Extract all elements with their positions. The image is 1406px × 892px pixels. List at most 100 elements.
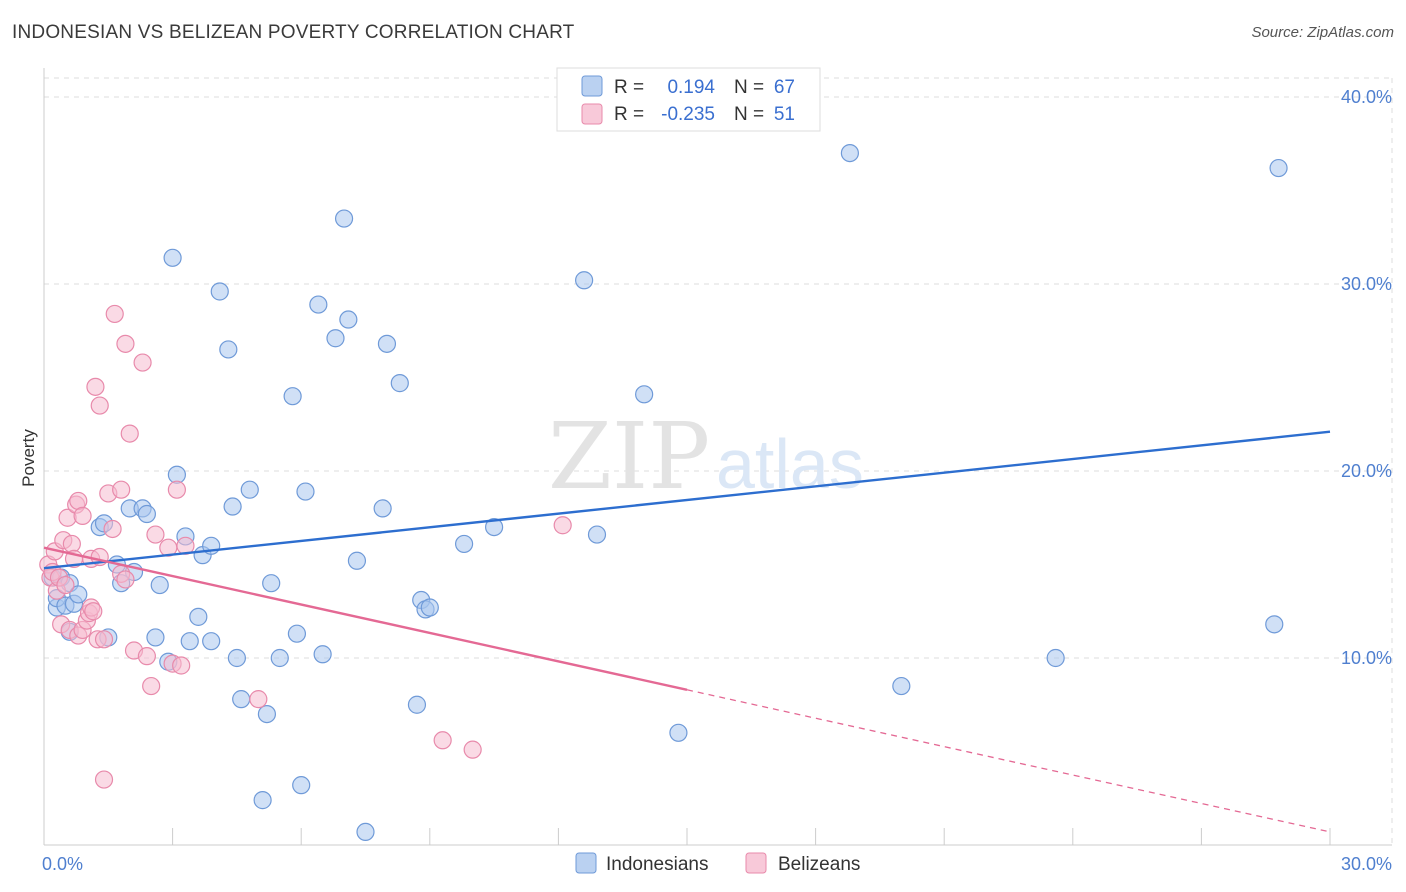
legend-swatch-indonesians [581,75,603,97]
data-point [73,506,92,525]
data-point [334,209,354,228]
data-point [69,491,88,511]
data-point [669,723,688,742]
data-point [90,396,109,415]
data-point [463,740,482,759]
data-point [313,645,332,664]
data-point [356,822,375,842]
data-point [553,516,572,535]
legend-r-value: 0.194 [667,77,715,98]
watermark-atlas: atlas [716,425,864,503]
y-tick-labels: 10.0% 20.0% 30.0% 40.0% [1341,87,1392,668]
data-point [232,690,251,709]
data-point [454,534,474,554]
data-point [575,271,594,290]
data-point [309,295,328,314]
data-point [433,731,452,750]
data-point [210,282,229,301]
data-point [283,387,302,406]
data-point [257,704,277,724]
legend-r-value: -0.235 [661,104,715,125]
legend-r-label: R = [614,77,644,98]
x-tick-label: 0.0% [42,854,83,874]
data-point [1269,158,1288,178]
data-point [635,385,654,404]
data-point [116,334,135,353]
legend-n-value: 67 [774,77,795,98]
data-point [373,499,392,518]
source-label: Source: ZipAtlas.com [1251,24,1394,41]
data-point [84,602,103,621]
data-point [326,329,345,348]
x-tick-labels: 0.0% 30.0% [42,854,1392,874]
x-tick-label: 30.0% [1341,854,1392,874]
y-tick-label: 40.0% [1341,87,1392,107]
data-point [223,497,242,516]
data-point [227,648,246,668]
legend-n-label: N = [734,104,764,125]
axes [43,68,1392,846]
data-point [287,624,307,643]
data-point [56,575,75,595]
data-point [172,656,191,675]
data-point [120,424,139,443]
data-point [420,598,439,617]
data-point [1265,615,1284,634]
data-point [485,517,504,537]
data-point [296,482,315,501]
data-point [587,525,607,544]
watermark: ZIP atlas [548,403,864,510]
data-point [219,340,238,359]
trend-lines [43,430,1331,833]
grid-lines [44,77,1393,845]
y-axis-label: Poverty [19,429,38,487]
data-point [407,695,427,714]
watermark-zip: ZIP [548,403,710,510]
data-point [116,570,135,589]
data-point [377,334,397,353]
data-point [62,534,81,554]
data-point [103,519,122,539]
bottom-legend: Indonesians Belizeans [575,852,860,875]
data-point [146,628,165,647]
data-point [167,480,186,499]
y-tick-label: 30.0% [1341,274,1392,294]
data-point [69,585,88,604]
data-point [202,632,221,651]
data-point [253,791,272,810]
data-point [390,374,409,393]
legend-n-label: N = [734,77,764,98]
data-point [262,574,281,593]
data-point [146,525,165,544]
data-point [270,648,289,668]
bottom-legend-swatch-indonesians [575,852,597,874]
data-point [892,676,911,696]
y-tick-label: 10.0% [1341,648,1392,668]
chart-title: INDONESIAN VS BELIZEAN POVERTY CORRELATI… [12,22,575,43]
data-point [1046,648,1065,668]
bottom-legend-belizeans: Belizeans [778,854,860,875]
legend-r-label: R = [614,104,644,125]
data-point [86,377,105,396]
legend-n-value: 51 [774,104,795,125]
trend-line-indonesians [43,430,1331,570]
data-point [142,676,161,696]
data-point [112,480,131,499]
data-point [137,504,156,524]
data-point [180,632,199,651]
data-point [94,630,114,649]
data-point [105,304,124,324]
stats-legend: R = 0.194 N = 67 R = -0.235 N = 51 [556,67,821,132]
data-point [840,144,859,163]
data-point [163,248,182,267]
data-point [94,770,114,789]
data-point [150,575,169,595]
y-tick-label: 20.0% [1341,461,1392,481]
bottom-legend-indonesians: Indonesians [606,854,708,875]
data-point [339,310,358,329]
data-point [240,480,259,499]
data-point [133,353,152,372]
data-point [347,551,367,570]
data-point [189,607,208,626]
